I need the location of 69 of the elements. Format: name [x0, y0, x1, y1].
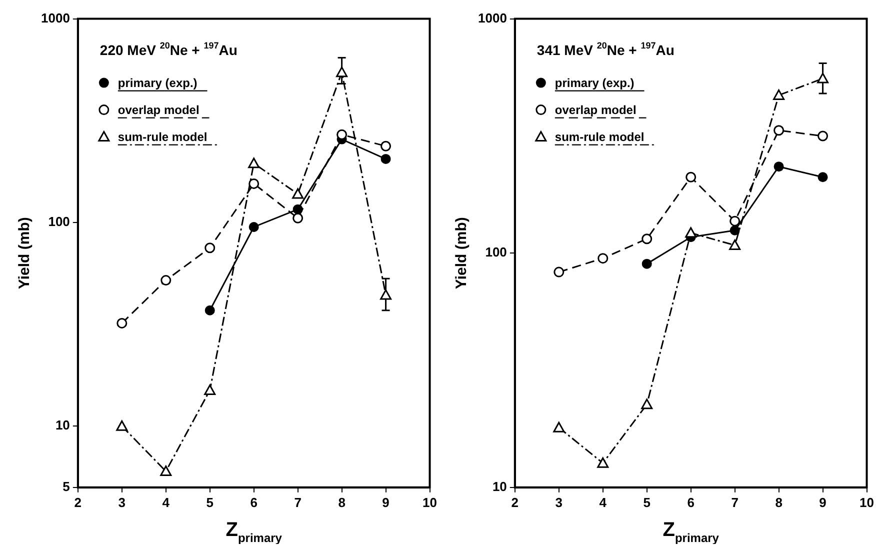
point — [817, 72, 829, 84]
x-tick-label: 6 — [250, 494, 258, 510]
point — [116, 318, 128, 328]
x-tick-label: 10 — [422, 494, 438, 510]
point — [336, 129, 348, 140]
y-tick-label: 1000 — [478, 10, 507, 26]
legend-label: overlap model — [554, 102, 636, 117]
x-tick-label: 7 — [731, 494, 738, 510]
legend-label: sum-rule model — [554, 130, 644, 144]
point — [292, 188, 304, 199]
point — [160, 275, 172, 286]
x-tick-label: 10 — [860, 494, 874, 510]
point — [773, 89, 785, 100]
legend-label: primary (exp.) — [118, 76, 198, 90]
point — [730, 225, 740, 236]
point — [686, 172, 696, 182]
legend-label: overlap model — [118, 102, 200, 117]
point — [248, 222, 259, 232]
y-axis-title: Yield (mb) — [16, 217, 34, 290]
point — [204, 384, 216, 395]
point — [685, 227, 697, 238]
point — [642, 258, 652, 269]
point — [204, 305, 215, 316]
x-tick-label: 9 — [382, 494, 390, 510]
legend-label: primary (exp.) — [554, 76, 634, 90]
point — [641, 398, 653, 410]
x-tick-label: 4 — [599, 494, 608, 510]
x-tick-label: 5 — [206, 494, 214, 510]
y-tick-label: 10 — [492, 478, 507, 494]
point — [160, 466, 172, 476]
point — [818, 172, 828, 182]
point — [248, 158, 260, 168]
legend-label: sum-rule model — [118, 130, 208, 144]
y-axis-title: Yield (mb) — [453, 217, 470, 290]
x-tick-label: 4 — [162, 494, 170, 510]
x-tick-label: 2 — [74, 494, 82, 510]
x-tick-label: 9 — [819, 494, 826, 510]
x-tick-label: 3 — [118, 494, 126, 510]
x-tick-label: 2 — [511, 494, 519, 510]
point — [774, 162, 784, 172]
y-tick-label: 5 — [62, 478, 70, 494]
x-tick-label: 3 — [555, 494, 563, 510]
point — [292, 212, 304, 224]
y-tick-label: 100 — [48, 214, 70, 230]
point — [553, 422, 565, 432]
point — [730, 216, 740, 226]
point — [554, 266, 564, 278]
point — [336, 66, 348, 78]
point — [598, 253, 608, 264]
x-tick-label: 7 — [294, 494, 302, 510]
point — [380, 154, 391, 164]
point — [248, 178, 260, 189]
y-tick-label: 1000 — [41, 10, 70, 26]
x-tick-label: 8 — [775, 494, 782, 510]
y-tick-label: 10 — [55, 418, 70, 433]
point — [380, 289, 392, 300]
point — [774, 125, 784, 136]
point — [729, 240, 741, 250]
y-tick-label: 100 — [485, 244, 507, 260]
point — [116, 420, 128, 431]
point — [380, 140, 392, 152]
x-tick-label: 6 — [687, 494, 694, 510]
point — [597, 457, 609, 468]
x-tick-label: 8 — [338, 494, 346, 510]
x-tick-label: 5 — [643, 494, 650, 510]
point — [642, 234, 652, 244]
point — [204, 242, 216, 254]
point — [818, 130, 828, 142]
point — [292, 204, 303, 214]
